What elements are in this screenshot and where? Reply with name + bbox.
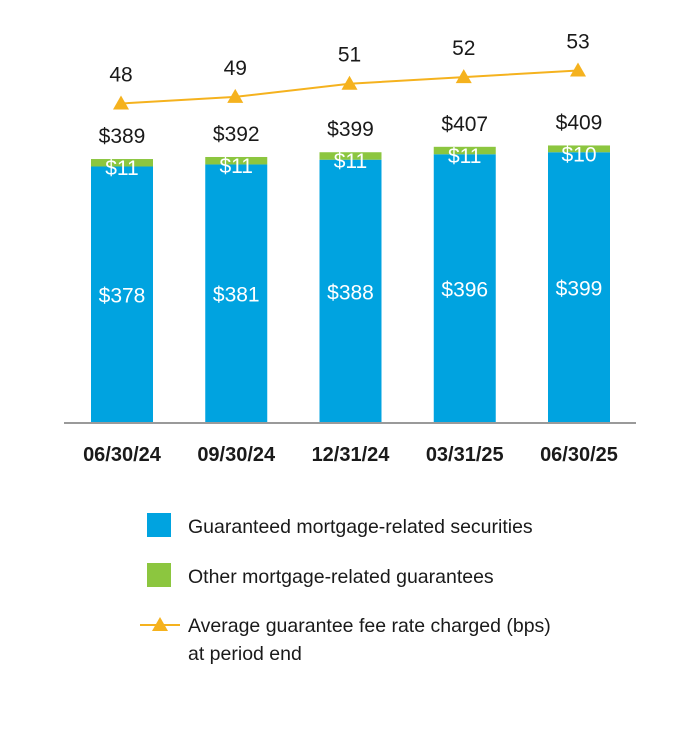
data-label-total: $399 <box>327 118 374 141</box>
bar-other-guarantees-3 <box>319 152 382 160</box>
fee-rate-marker-2 <box>227 88 244 103</box>
legend-swatch-guaranteed-securities <box>147 513 171 537</box>
fee-rate-marker-3 <box>341 75 358 90</box>
bar-other-guarantees-1 <box>91 159 153 167</box>
bar-guaranteed-securities-5 <box>548 152 610 424</box>
bar-other-guarantees-5 <box>548 145 610 153</box>
data-label-other-guarantees: $11 <box>334 150 367 173</box>
data-label-fee-rate: 52 <box>452 37 475 60</box>
data-label-total: $389 <box>99 125 146 148</box>
data-label-fee-rate: 51 <box>338 44 361 67</box>
x-tick-label: 06/30/25 <box>540 444 618 466</box>
data-label-total: $392 <box>213 123 260 146</box>
data-label-guaranteed-securities: $388 <box>327 281 374 304</box>
bar-guaranteed-securities-2 <box>205 164 268 423</box>
data-label-other-guarantees: $11 <box>220 155 253 178</box>
fee-rate-line-layer <box>113 62 586 110</box>
data-label-fee-rate: 49 <box>224 57 247 80</box>
legend-label-fee-rate-line1: Average guarantee fee rate charged (bps) <box>188 615 551 637</box>
fee-rate-marker-5 <box>570 62 586 77</box>
data-label-guaranteed-securities: $378 <box>99 285 146 308</box>
bar-guaranteed-securities-3 <box>319 159 382 424</box>
legend: Guaranteed mortgage-related securities Ot… <box>140 513 551 665</box>
x-tick-label: 03/31/25 <box>426 444 504 466</box>
bar-guaranteed-securities-1 <box>91 166 153 423</box>
data-label-other-guarantees: $11 <box>105 157 138 180</box>
data-label-other-guarantees: $11 <box>448 145 481 168</box>
legend-label-guaranteed-securities: Guaranteed mortgage-related securities <box>188 516 533 538</box>
data-label-fee-rate: 53 <box>566 31 589 54</box>
data-label-guaranteed-securities: $396 <box>441 279 488 302</box>
data-label-guaranteed-securities: $381 <box>213 284 260 307</box>
legend-swatch-fee-rate-marker <box>152 617 168 631</box>
data-label-total: $409 <box>556 111 603 134</box>
x-tick-label: 12/31/24 <box>312 444 391 466</box>
bars-layer <box>91 145 610 424</box>
bar-guaranteed-securities-4 <box>433 154 496 423</box>
data-label-other-guarantees: $10 <box>561 143 596 166</box>
data-label-total: $407 <box>441 113 488 136</box>
legend-label-fee-rate-line2: at period end <box>188 643 302 665</box>
x-tick-label: 06/30/24 <box>83 444 162 466</box>
x-tick-label: 09/30/24 <box>197 444 276 466</box>
bar-other-guarantees-4 <box>433 146 496 155</box>
data-label-guaranteed-securities: $399 <box>556 278 603 301</box>
labels-layer: $378 $11 $389 06/30/24 $381 $11 $392 09/30/24 $3… <box>83 31 618 467</box>
fee-rate-marker-1 <box>113 95 129 110</box>
legend-label-other-guarantees: Other mortgage-related guarantees <box>188 566 494 588</box>
bar-other-guarantees-2 <box>205 156 268 165</box>
fee-rate-marker-4 <box>455 69 472 84</box>
data-label-fee-rate: 48 <box>109 64 132 87</box>
legend-swatch-other-guarantees <box>147 563 171 587</box>
